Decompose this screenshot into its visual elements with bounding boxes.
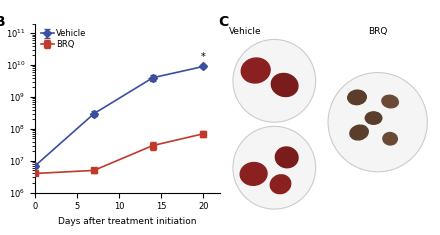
Ellipse shape (275, 147, 298, 168)
Circle shape (233, 39, 315, 122)
Ellipse shape (383, 133, 397, 145)
Text: **: ** (89, 113, 99, 123)
Ellipse shape (271, 74, 298, 97)
Text: *: * (201, 52, 205, 63)
Ellipse shape (382, 95, 398, 108)
Ellipse shape (241, 58, 270, 83)
Text: **: ** (148, 77, 158, 87)
Text: Vehicle: Vehicle (229, 27, 262, 36)
Text: B: B (0, 15, 5, 29)
X-axis label: Days after treatment initiation: Days after treatment initiation (59, 217, 197, 226)
Ellipse shape (240, 163, 267, 185)
Ellipse shape (348, 90, 367, 105)
Circle shape (233, 126, 315, 209)
Ellipse shape (350, 125, 368, 140)
Legend: Vehicle, BRQ: Vehicle, BRQ (39, 28, 88, 51)
Ellipse shape (270, 175, 291, 194)
Text: BRQ: BRQ (368, 27, 387, 36)
Ellipse shape (365, 112, 382, 124)
Text: C: C (219, 15, 229, 29)
Circle shape (328, 73, 427, 172)
